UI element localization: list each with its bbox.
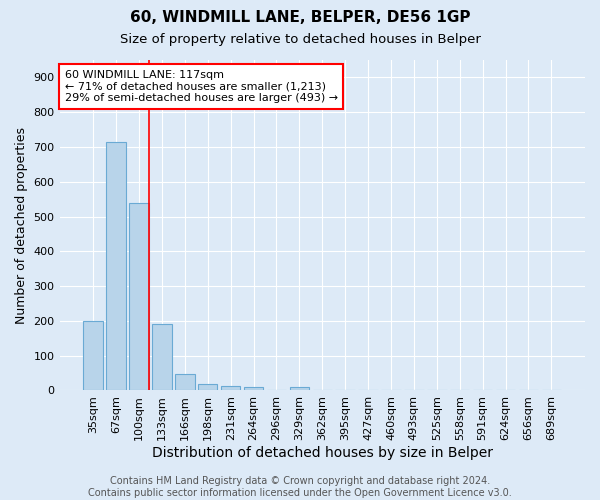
Bar: [290, 388, 309, 390]
Bar: [198, 384, 217, 390]
X-axis label: Distribution of detached houses by size in Belper: Distribution of detached houses by size …: [152, 446, 493, 460]
Text: Contains HM Land Registry data © Crown copyright and database right 2024.
Contai: Contains HM Land Registry data © Crown c…: [88, 476, 512, 498]
Text: Size of property relative to detached houses in Belper: Size of property relative to detached ho…: [119, 32, 481, 46]
Text: 60, WINDMILL LANE, BELPER, DE56 1GP: 60, WINDMILL LANE, BELPER, DE56 1GP: [130, 10, 470, 25]
Text: 60 WINDMILL LANE: 117sqm
← 71% of detached houses are smaller (1,213)
29% of sem: 60 WINDMILL LANE: 117sqm ← 71% of detach…: [65, 70, 338, 103]
Bar: [83, 321, 103, 390]
Y-axis label: Number of detached properties: Number of detached properties: [15, 126, 28, 324]
Bar: [244, 386, 263, 390]
Bar: [221, 386, 241, 390]
Bar: [152, 324, 172, 390]
Bar: [175, 374, 194, 390]
Bar: [129, 204, 149, 390]
Bar: [106, 142, 126, 390]
